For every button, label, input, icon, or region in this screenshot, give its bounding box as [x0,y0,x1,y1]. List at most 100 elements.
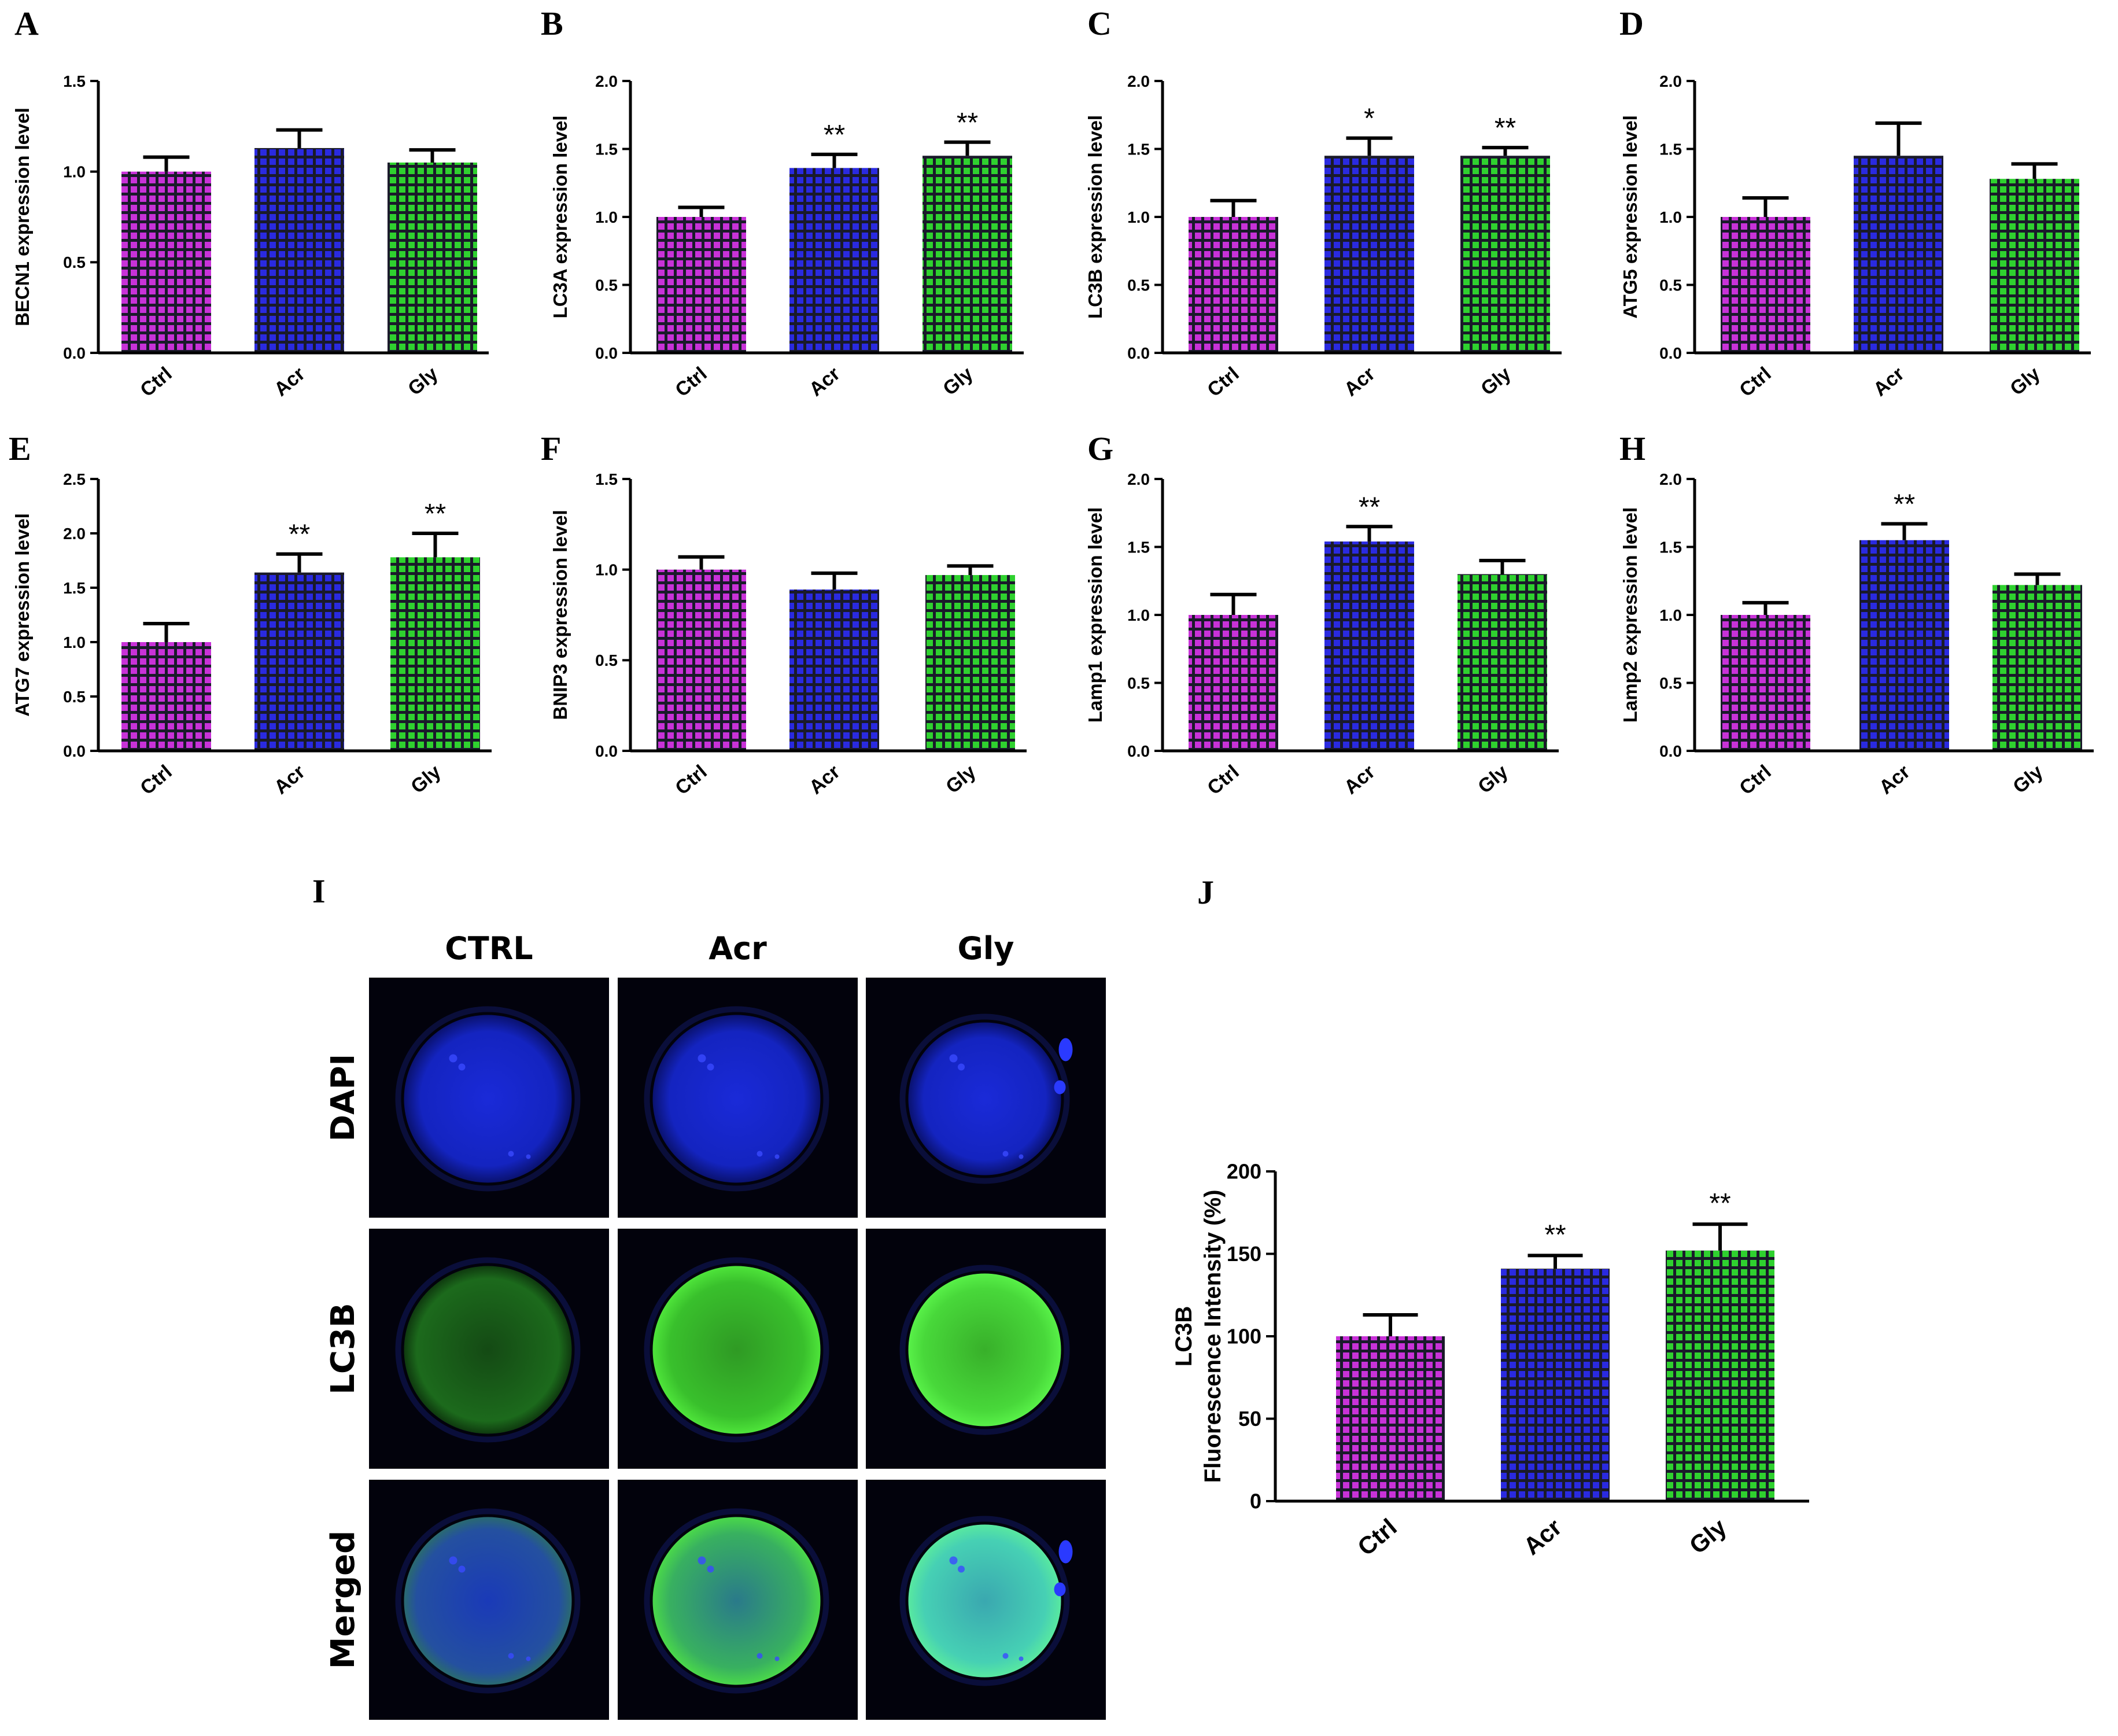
significance-label: ** [1894,489,1915,520]
y-tick-label: 0.5 [595,651,618,669]
x-tick-label: Acr [1869,363,1909,401]
x-tick-label: Acr [805,363,844,401]
oocyte-zona-ring [899,1265,1070,1435]
micrograph-row-label: DAPI [324,1054,362,1142]
oocyte-zona-ring [395,1508,581,1694]
y-axis-label: ATG7 expression level [12,513,33,717]
nucleus-speckle [757,1151,763,1157]
bar-acr [254,148,344,353]
y-axis-label: BECN1 expression level [12,108,33,326]
bar-gly [1990,179,2079,353]
micrograph-tile [369,1480,609,1720]
y-axis-label: ATG5 expression level [1619,115,1641,319]
y-tick-label: 1.5 [595,140,618,158]
y-tick-label: 0.0 [595,344,618,362]
nucleus-speckle [949,1054,958,1063]
y-tick-label: 1.5 [1659,140,1682,158]
nucleus-speckle [698,1054,706,1063]
micrograph-column-label: Gly [957,930,1014,967]
y-tick-label: 0.0 [1659,344,1682,362]
x-tick-label: Acr [270,761,309,799]
y-tick-label: 0.0 [63,742,86,760]
bar-acr [789,168,879,353]
significance-label: ** [425,499,446,529]
oocyte-cell [404,1015,572,1183]
bar-gly [923,156,1012,353]
chart-panel-f: 0.0 0.5 1.0 1.5 Ctrl Acr Gly BNIP3 expression l… [541,430,1027,799]
y-axis-label: LC3B [1171,1306,1197,1366]
nucleus-speckle [698,1556,706,1565]
bar-ctrl [1336,1336,1445,1501]
bar-ctrl [1721,217,1810,353]
x-tick-label: Ctrl [136,363,176,401]
y-tick-label: 2.0 [63,525,86,543]
y-tick-label: 2.5 [63,470,86,488]
nucleus-speckle [774,1656,780,1661]
oocyte-cell [652,1015,821,1183]
micrograph-column-label: Acr [709,930,767,967]
bar-gly [925,575,1015,751]
nucleus-speckle [526,1154,531,1159]
y-tick-label: 0.0 [1659,742,1682,760]
y-tick-label: 0.5 [1659,674,1682,692]
nucleus-speckle [958,1063,965,1071]
panel-label: I [312,872,326,910]
bar-gly [1666,1250,1774,1501]
nucleus-speckle [1019,1154,1024,1159]
bar-ctrl [1189,217,1278,353]
y-tick-label: 1.0 [63,633,86,651]
significance-label: ** [1359,492,1380,522]
y-tick-label: 1.5 [1659,538,1682,556]
nucleus-speckle [774,1154,780,1159]
y-tick-label: 0.0 [1127,742,1150,760]
polar-body [1058,1038,1073,1061]
x-tick-label: Gly [939,363,977,400]
charts-layer: 0.0 0.5 1.0 1.5 Ctrl Acr Gly BECN1 expression l… [9,5,2094,1561]
x-tick-label: Acr [1340,761,1379,799]
y-axis-label: BNIP3 expression level [549,510,571,720]
significance-label: ** [824,120,845,150]
x-tick-label: Ctrl [671,761,711,799]
micrograph-row-label: LC3B [324,1303,362,1394]
panel-label: B [541,5,563,42]
panel-label: E [9,430,31,467]
nucleus-speckle [1019,1656,1024,1661]
x-tick-label: Ctrl [1735,363,1775,401]
y-tick-label: 2.0 [1659,72,1682,90]
y-axis-label: LC3A expression level [549,116,571,319]
nucleus-speckle [458,1565,466,1573]
oocyte-cell [652,1517,821,1685]
nucleus-speckle [949,1556,958,1565]
polar-body [1058,1540,1073,1564]
micrograph-row-label: Merged [324,1531,362,1669]
nucleus-speckle [707,1565,714,1573]
y-tick-label: 0.5 [1127,674,1150,692]
micrograph-tile [866,1229,1106,1469]
y-tick-label: 0.5 [63,253,86,271]
bar-acr [254,572,344,751]
x-tick-label: Ctrl [1203,761,1243,799]
oocyte-cell [404,1517,572,1685]
oocyte-cell [908,1524,1061,1678]
x-tick-label: Gly [407,761,445,798]
oocyte-zona-ring [644,1006,829,1192]
significance-label: ** [1495,113,1516,143]
x-tick-label: Gly [2006,363,2044,400]
panel-label: C [1087,5,1112,42]
nucleus-speckle [508,1653,514,1659]
x-tick-label: Gly [1477,363,1515,400]
oocyte-zona-ring [899,1013,1070,1184]
y-tick-label: 0.0 [595,742,618,760]
y-axis-label: LC3B expression level [1084,115,1106,319]
nucleus-speckle [1002,1653,1009,1659]
y-tick-label: 2.0 [1127,470,1150,488]
y-tick-label: 0.5 [1127,276,1150,294]
oocyte-zona-ring [644,1508,829,1694]
micrograph-tile [866,1480,1106,1720]
significance-label: ** [1709,1188,1730,1219]
oocyte-cell [908,1022,1061,1175]
x-tick-label: Gly [1474,761,1512,798]
chart-panel-j: ** ** 0 50 100 150 200 Ctrl Acr Gly LC3B Fluorescen… [1171,873,1809,1561]
